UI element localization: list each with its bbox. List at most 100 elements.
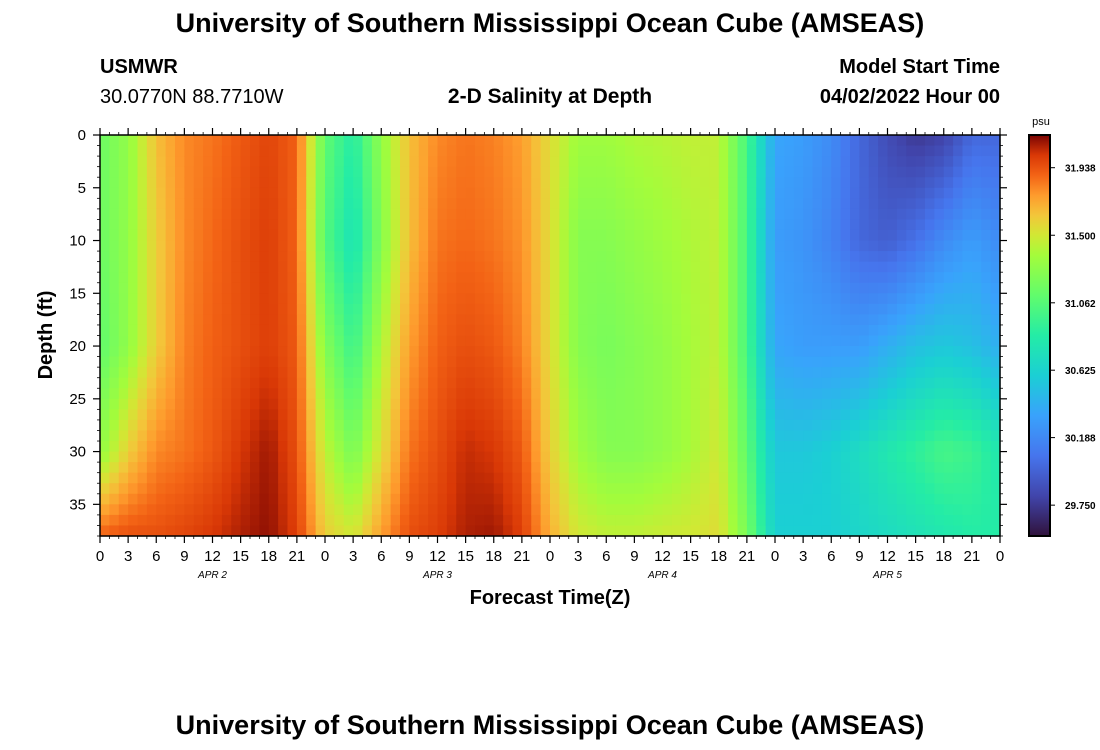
heatmap-cell [681,451,692,463]
heatmap-cell [859,198,870,210]
heatmap-cell [475,441,485,453]
heatmap-cell [700,525,710,537]
heatmap-cell [531,525,542,537]
heatmap-cell [662,472,673,484]
heatmap-cell [465,472,476,484]
heatmap-cell [690,451,701,463]
heatmap-cell [634,177,645,189]
heatmap-cell [118,303,129,315]
heatmap-cell [756,398,767,410]
heatmap-cell [831,177,842,189]
heatmap-cell [456,135,467,147]
heatmap-cell [418,219,429,231]
heatmap-cell [409,514,420,527]
heatmap-cell [793,398,804,410]
heatmap-cell [315,282,326,294]
heatmap-cell [775,483,785,495]
heatmap-cell [390,135,401,147]
heatmap-cell [465,156,476,168]
heatmap-cell [596,356,607,368]
heatmap-cell [746,314,757,326]
heatmap-cell [728,314,739,326]
heatmap-cell [746,198,757,210]
heatmap-cell [409,282,420,294]
heatmap-cell [315,504,326,516]
heatmap-cell [831,356,842,368]
heatmap-cell [887,303,898,315]
heatmap-cell [793,135,804,147]
heatmap-cell [503,493,514,505]
heatmap-cell [793,356,804,368]
heatmap-cell [118,483,129,495]
heatmap-cell [296,346,307,358]
heatmap-cell [887,208,898,221]
heatmap-cell [306,187,317,199]
heatmap-cell [803,219,814,231]
heatmap-cell [850,229,860,242]
heatmap-cell [596,430,607,442]
heatmap-cell [184,303,195,315]
heatmap-cell [268,441,279,453]
heatmap-cell [428,377,439,389]
heatmap-cell [840,198,851,210]
heatmap-cell [221,462,232,474]
heatmap-cell [971,514,982,527]
heatmap-cell [934,356,945,368]
heatmap-cell [915,367,926,379]
heatmap-cell [146,525,157,537]
heatmap-cell [859,493,870,505]
heatmap-cell [859,261,870,273]
heatmap-cell [175,514,185,527]
heatmap-cell [165,483,176,495]
heatmap-cell [709,367,720,379]
heatmap-cell [859,451,870,463]
heatmap-cell [240,388,251,400]
heatmap-cell [765,198,776,210]
heatmap-cell [653,398,664,410]
heatmap-cell [906,356,917,368]
heatmap-cell [465,166,476,178]
heatmap-cell [878,261,889,273]
heatmap-cell [203,472,214,484]
heatmap-cell [428,177,439,189]
heatmap-cell [400,324,410,337]
heatmap-cell [934,493,945,505]
heatmap-cell [175,156,185,168]
heatmap-cell [437,293,448,305]
heatmap-cell [990,388,1001,400]
heatmap-cell [231,441,242,453]
heatmap-cell [137,451,148,463]
heatmap-cell [840,272,851,284]
heatmap-cell [915,166,926,178]
heatmap-cell [315,208,326,221]
heatmap-cell [859,251,870,263]
heatmap-cell [250,145,260,157]
heatmap-cell [165,493,176,505]
heatmap-cell [428,472,439,484]
heatmap-cell [203,145,214,157]
heatmap-cell [268,398,279,410]
heatmap-cell [559,409,570,421]
heatmap-cell [109,398,120,410]
heatmap-cell [484,156,495,168]
heatmap-cell [456,208,467,221]
heatmap-cell [700,451,710,463]
heatmap-cell [334,135,345,147]
y-tick-label: 0 [78,127,86,144]
heatmap-cell [681,419,692,432]
heatmap-cell [334,166,345,178]
heatmap-cell [718,356,729,368]
heatmap-cell [446,388,457,400]
heatmap-cell [587,441,598,453]
heatmap-cell [990,261,1001,273]
heatmap-cell [981,514,992,527]
colorbar-tick-label: 29.750 [1065,501,1096,512]
heatmap-cell [587,208,598,221]
heatmap-cell [540,303,551,315]
heatmap-cell [971,303,982,315]
heatmap-cell [756,441,767,453]
heatmap-cell [587,198,598,210]
heatmap-cell [184,272,195,284]
heatmap-cell [409,261,420,273]
heatmap-cell [568,208,579,221]
